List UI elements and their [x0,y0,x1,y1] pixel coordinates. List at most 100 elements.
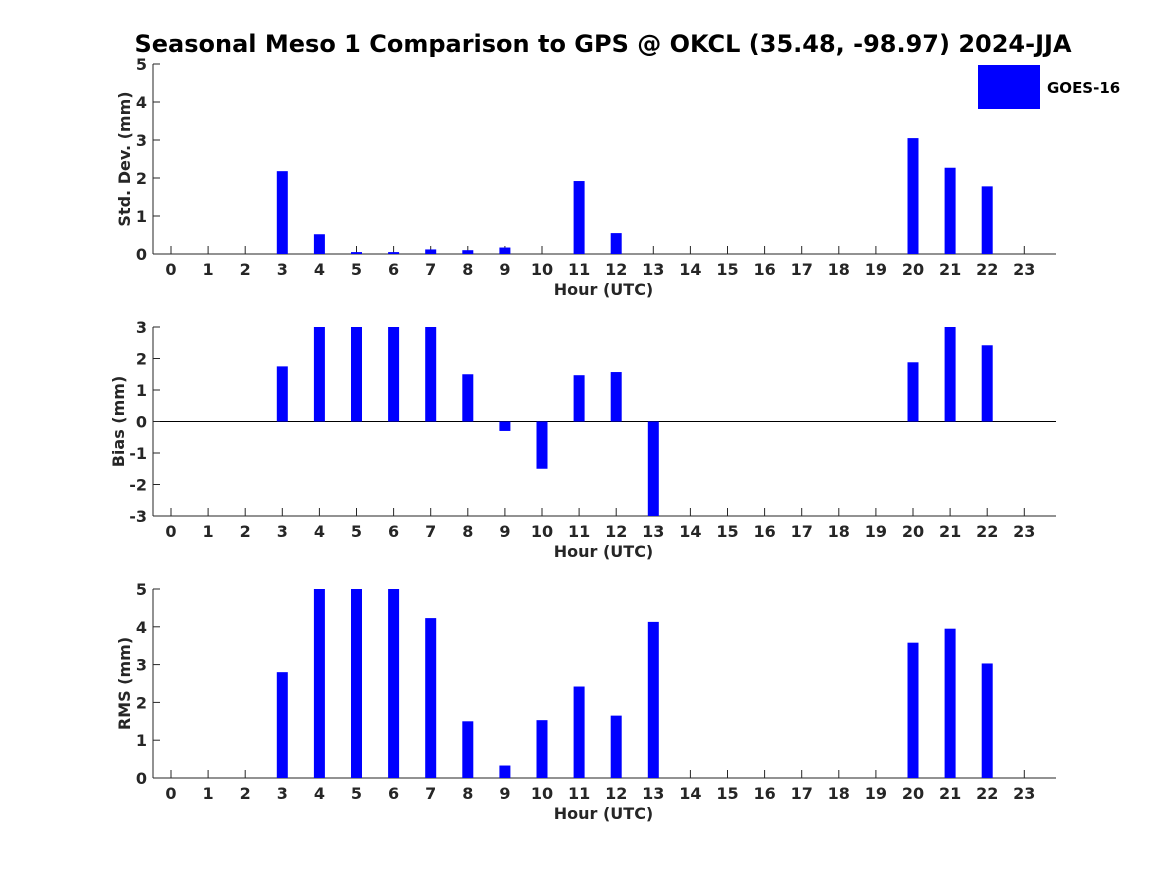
bar-hour-7 [425,249,437,254]
y-tick-label: 3 [136,656,147,675]
x-tick-label: 5 [351,784,362,803]
x-tick-label: 15 [716,522,738,541]
bar-hour-20 [907,642,919,778]
x-tick-label: 6 [388,522,399,541]
x-tick-label: 1 [203,522,214,541]
x-tick-label: 2 [240,522,251,541]
y-tick-label: -1 [129,444,147,463]
x-tick-label: 0 [165,260,176,279]
x-tick-label: 19 [865,784,887,803]
x-tick-label: 9 [499,260,510,279]
x-tick-label: 21 [939,260,961,279]
bar-hour-3 [276,366,288,422]
x-axis-label: Hour (UTC) [554,542,654,561]
x-tick-label: 14 [679,260,701,279]
chart-title: Seasonal Meso 1 Comparison to GPS @ OKCL… [134,30,1071,58]
x-tick-label: 9 [499,784,510,803]
bar-hour-22 [981,186,993,254]
x-tick-label: 10 [531,522,553,541]
x-tick-label: 0 [165,522,176,541]
x-tick-label: 14 [679,784,701,803]
bar-hour-3 [276,672,288,778]
x-tick-label: 18 [828,784,850,803]
x-tick-label: 13 [642,260,664,279]
bar-hour-11 [573,686,585,778]
x-tick-label: 11 [568,260,590,279]
y-tick-label: 3 [136,318,147,337]
x-tick-label: 6 [388,784,399,803]
x-tick-label: 20 [902,784,924,803]
bar-hour-12 [610,372,622,422]
bar-hour-13 [647,421,659,516]
x-tick-label: 2 [240,260,251,279]
x-tick-label: 5 [351,260,362,279]
y-axis-label: Std. Dev. (mm) [115,91,134,226]
x-tick-label: 8 [462,522,473,541]
x-tick-label: 15 [716,260,738,279]
x-tick-label: 20 [902,260,924,279]
x-tick-label: 23 [1013,260,1035,279]
x-tick-label: 21 [939,784,961,803]
bar-hour-5 [351,252,362,254]
y-tick-label: 2 [136,693,147,712]
bar-hour-12 [610,233,622,254]
x-tick-label: 11 [568,784,590,803]
x-tick-label: 7 [425,522,436,541]
y-axis-label: Bias (mm) [109,376,128,468]
y-tick-label: -2 [129,476,147,495]
bar-hour-8 [462,721,474,778]
y-tick-label: 1 [136,207,147,226]
x-tick-label: 10 [531,784,553,803]
bar-hour-7 [425,327,437,422]
x-tick-label: 13 [642,784,664,803]
x-tick-label: 3 [277,522,288,541]
x-tick-label: 19 [865,522,887,541]
y-tick-label: 2 [136,169,147,188]
y-tick-label: 0 [136,413,147,432]
bar-hour-3 [276,171,288,254]
x-tick-label: 21 [939,522,961,541]
x-tick-label: 13 [642,522,664,541]
bar-hour-6 [388,327,400,422]
x-axis-label: Hour (UTC) [554,280,654,299]
x-tick-label: 4 [314,522,325,541]
x-tick-label: 10 [531,260,553,279]
x-tick-label: 19 [865,260,887,279]
bar-hour-8 [462,250,474,254]
x-tick-label: 12 [605,522,627,541]
bar-hour-20 [907,362,919,422]
bar-hour-4 [313,234,325,254]
bar-hour-22 [981,345,993,422]
x-tick-label: 7 [425,260,436,279]
y-tick-label: 3 [136,131,147,150]
y-tick-label: 4 [136,618,147,637]
x-tick-label: 18 [828,522,850,541]
x-tick-label: 4 [314,260,325,279]
x-tick-label: 1 [203,784,214,803]
legend-swatch-goes-16 [978,65,1040,109]
x-tick-label: 23 [1013,522,1035,541]
bar-hour-9 [499,247,511,254]
x-tick-label: 3 [277,784,288,803]
x-tick-label: 15 [716,784,738,803]
bar-hour-5 [351,327,362,422]
x-tick-label: 22 [976,260,998,279]
bar-hour-11 [573,375,585,422]
bar-hour-9 [499,765,511,778]
y-axis-label: RMS (mm) [115,637,134,730]
x-axis-label: Hour (UTC) [554,804,654,823]
x-tick-label: 12 [605,784,627,803]
bar-hour-8 [462,374,474,422]
y-tick-label: 5 [136,580,147,599]
bar-hour-21 [944,327,956,422]
bar-hour-11 [573,181,585,254]
x-tick-label: 17 [791,784,813,803]
bar-hour-12 [610,715,622,778]
legend: GOES-16 [978,65,1120,109]
bar-hour-13 [647,621,659,778]
bar-hour-9 [499,421,511,431]
x-tick-label: 23 [1013,784,1035,803]
